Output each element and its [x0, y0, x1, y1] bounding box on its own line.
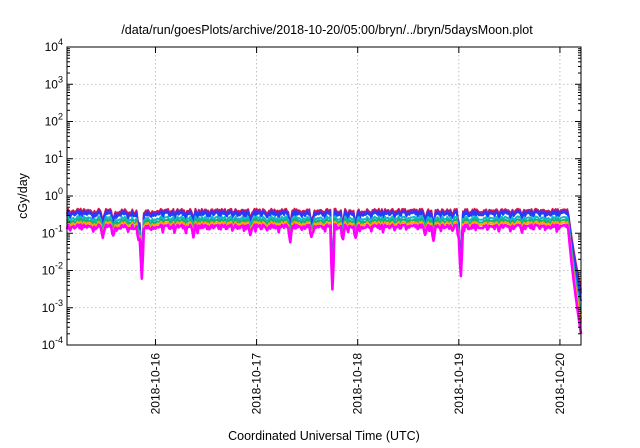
series-line-6	[66, 220, 582, 323]
series-group	[65, 207, 583, 334]
y-axis-label: cGy/day	[16, 172, 30, 219]
x-tick-label: 2018-10-20	[553, 353, 567, 415]
y-tick-label: 10-2	[42, 261, 63, 278]
series-line-4	[66, 215, 582, 314]
x-axis-label: Coordinated Universal Time (UTC)	[228, 429, 420, 443]
x-tick-label: 2018-10-19	[452, 353, 466, 415]
y-tick-label: 102	[45, 112, 63, 129]
series-line-3	[66, 210, 582, 302]
y-tick-label: 103	[45, 74, 63, 91]
x-tick-label: 2018-10-18	[351, 353, 365, 415]
y-tick-label: 10-3	[42, 298, 63, 315]
x-tick-label: 2018-10-16	[148, 353, 162, 415]
y-tick-label: 100	[45, 186, 63, 203]
x-tick-label: 2018-10-17	[250, 353, 264, 415]
y-tick-label: 10-1	[42, 223, 63, 240]
series-line-5	[66, 218, 582, 320]
grid	[67, 47, 581, 345]
series-line-7	[65, 223, 583, 334]
y-tick-label: 10-4	[42, 335, 63, 352]
y-tick-label: 101	[45, 149, 63, 166]
x-axis: 2018-10-16 2018-10-17 2018-10-18 2018-10-19…	[148, 47, 567, 415]
chart-title: /data/run/goesPlots/archive/2018-10-20/0…	[121, 23, 533, 37]
y-tick-label: 104	[45, 37, 63, 54]
